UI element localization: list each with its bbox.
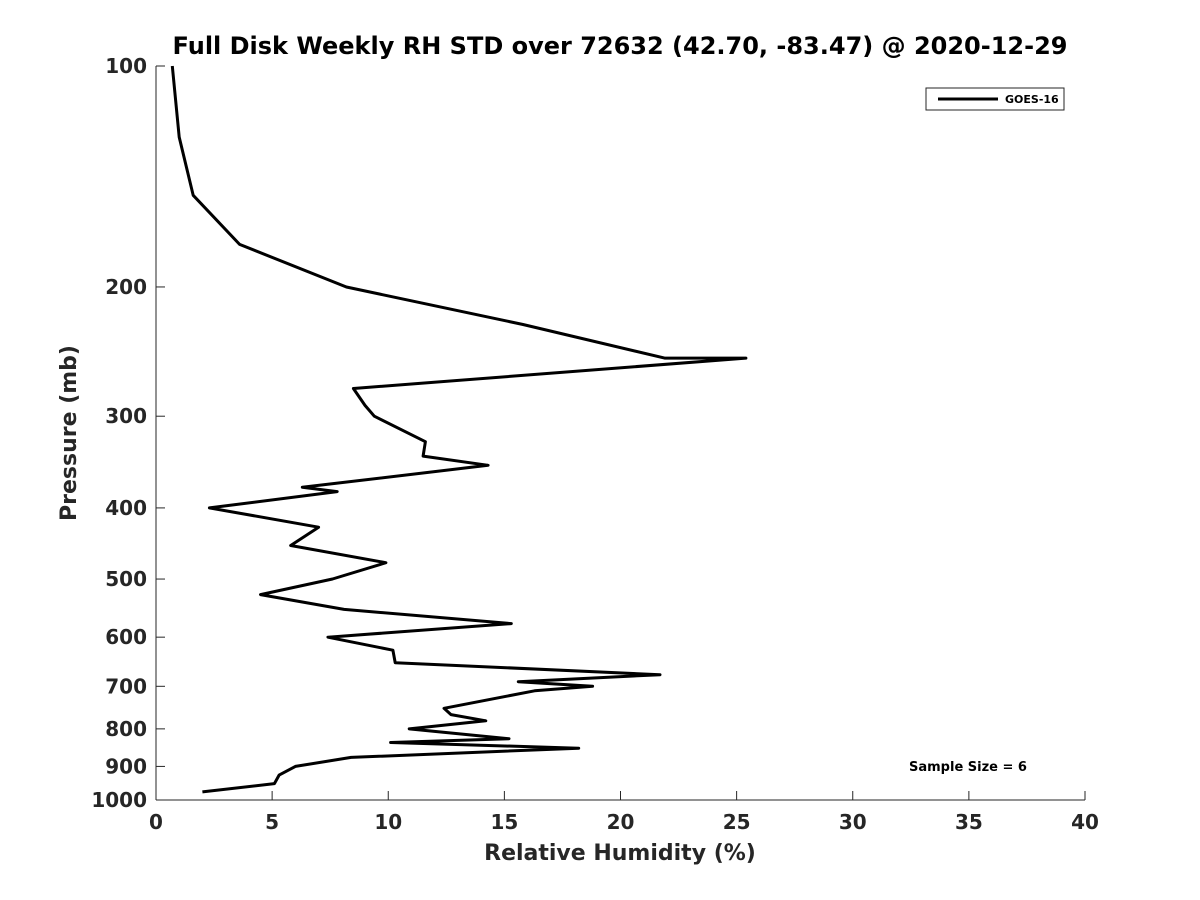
x-tick-label: 30: [839, 810, 867, 834]
x-tick-label: 10: [374, 810, 402, 834]
x-tick-label: 0: [149, 810, 163, 834]
series-layer: [170, 65, 748, 794]
y-tick-label: 100: [105, 54, 147, 78]
y-tick-label: 200: [105, 275, 147, 299]
sample-size-annotation: Sample Size = 6: [909, 760, 1027, 775]
chart-title: Full Disk Weekly RH STD over 72632 (42.7…: [173, 32, 1068, 60]
x-tick-label: 15: [490, 810, 518, 834]
legend-label-goes-16: GOES-16: [1005, 93, 1059, 106]
x-axis-label: Relative Humidity (%): [484, 841, 756, 866]
y-tick-label: 400: [105, 496, 147, 520]
series-line-goes-16: [170, 65, 748, 794]
y-tick-label: 1000: [91, 788, 147, 812]
x-tick-label: 20: [607, 810, 635, 834]
x-tick-label: 5: [265, 810, 279, 834]
x-tick-label: 25: [723, 810, 751, 834]
y-tick-label: 300: [105, 404, 147, 428]
y-tick-label: 900: [105, 754, 147, 778]
y-tick-label: 500: [105, 567, 147, 591]
y-tick-label: 800: [105, 717, 147, 741]
x-tick-label: 35: [955, 810, 983, 834]
axes: 0 5 10 15 20 25 30 35 40 100 200 300 400 500 600 700 800…: [91, 54, 1099, 834]
y-tick-label: 600: [105, 625, 147, 649]
y-axis-label: Pressure (mb): [57, 345, 82, 521]
x-tick-label: 40: [1071, 810, 1099, 834]
legend: GOES-16: [925, 87, 1065, 111]
y-tick-label: 700: [105, 674, 147, 698]
